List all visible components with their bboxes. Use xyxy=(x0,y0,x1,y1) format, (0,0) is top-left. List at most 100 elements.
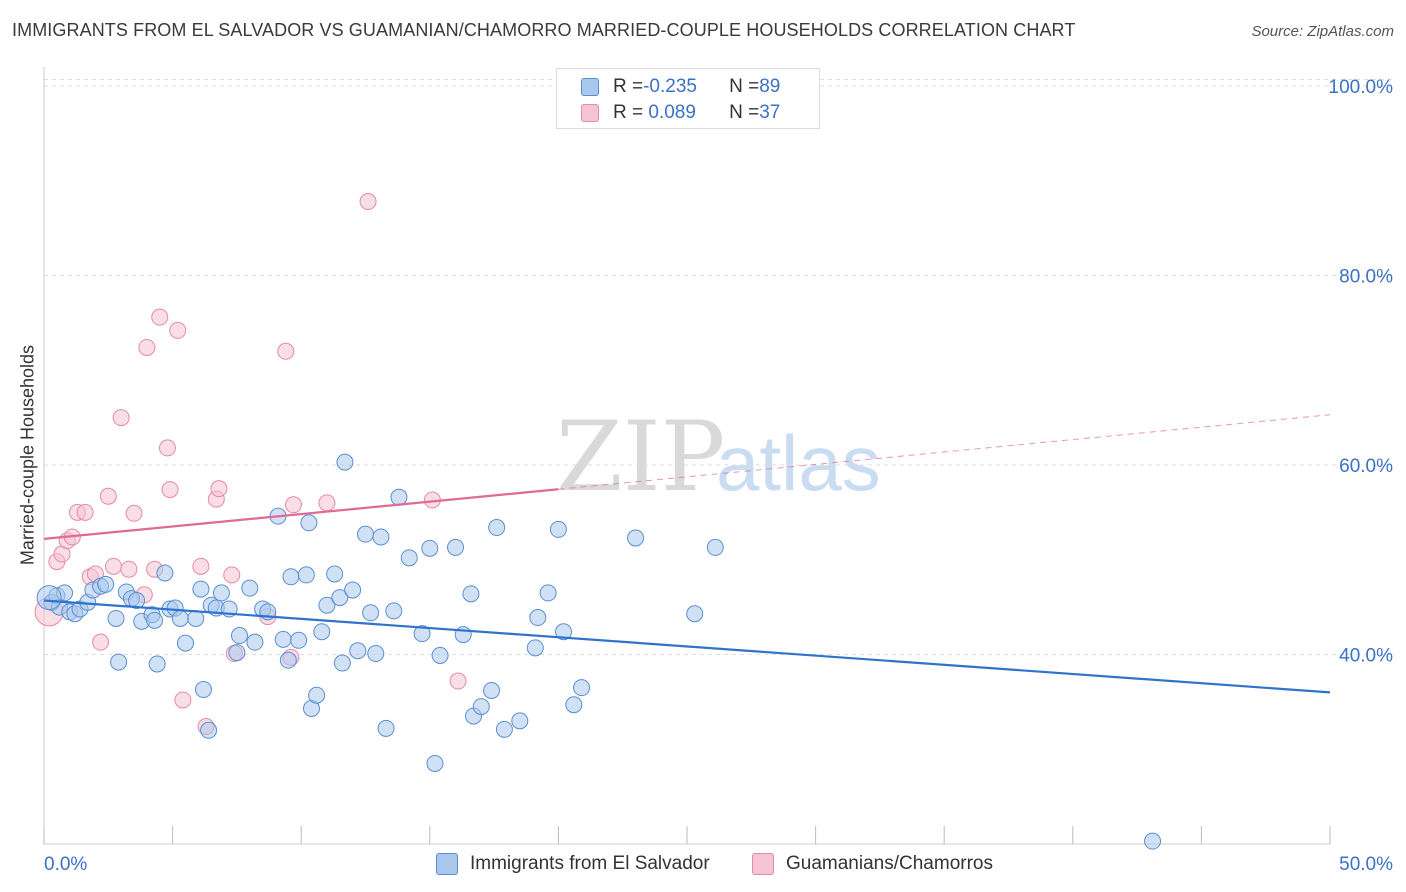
el-salvador-points xyxy=(36,453,1162,850)
watermark-zip: ZIP xyxy=(556,401,725,513)
guamanian-point xyxy=(277,342,295,360)
bottom-legend-el-salvador: Immigrants from El Salvador xyxy=(436,852,710,876)
source-credit: Source: ZipAtlas.com xyxy=(1251,23,1394,40)
x-tick-label: 50.0% xyxy=(1339,854,1393,875)
el-salvador-point xyxy=(426,754,444,772)
blue-swatch-icon xyxy=(581,78,599,96)
watermark-atlas: atlas xyxy=(716,419,881,507)
guamanian-point xyxy=(318,494,336,512)
guamanian-point xyxy=(169,321,187,339)
guamanian-point xyxy=(151,308,169,326)
correlation-legend: R = -0.235 N = 89 R = 0.089 N = 37 xyxy=(556,68,820,129)
legend-n-label: N = xyxy=(729,76,760,97)
el-salvador-point xyxy=(200,721,218,739)
el-salvador-point xyxy=(176,634,194,652)
el-salvador-point xyxy=(627,529,645,547)
el-salvador-point xyxy=(308,686,326,704)
legend-n-value: 37 xyxy=(759,102,781,123)
el-salvador-point xyxy=(400,549,418,567)
axes xyxy=(43,67,1331,845)
el-salvador-point xyxy=(279,651,297,669)
el-salvador-point xyxy=(318,596,336,614)
el-salvador-point xyxy=(212,584,230,602)
el-salvador-point xyxy=(344,581,362,599)
el-salvador-point xyxy=(246,633,264,651)
el-salvador-point xyxy=(333,654,351,672)
gridlines xyxy=(44,78,1394,655)
el-salvador-point xyxy=(372,528,390,546)
el-salvador-point xyxy=(529,609,547,627)
guamanian-point xyxy=(210,480,228,498)
legend-r-value: -0.235 xyxy=(643,76,697,97)
x-tick-label: 0.0% xyxy=(44,854,87,875)
y-tick-label: 60.0% xyxy=(1339,456,1393,477)
guamanian-trend-extension xyxy=(558,414,1331,490)
guamanian-point xyxy=(158,439,176,457)
pink-swatch-icon xyxy=(581,104,599,122)
el-salvador-point xyxy=(187,609,205,627)
guamanian-trend-line xyxy=(43,488,559,540)
el-salvador-point xyxy=(171,609,189,627)
guamanian-points xyxy=(34,193,467,736)
guamanian-point xyxy=(99,487,117,505)
el-salvador-point xyxy=(488,519,506,537)
el-salvador-point xyxy=(549,520,567,538)
guamanian-point xyxy=(174,691,192,709)
guamanian-point xyxy=(449,672,467,690)
guamanian-point xyxy=(104,557,122,575)
el-salvador-point xyxy=(421,539,439,557)
legend-n-value: 89 xyxy=(759,76,781,97)
guamanian-point xyxy=(161,481,179,499)
el-salvador-point xyxy=(706,538,724,556)
el-salvador-point xyxy=(539,584,557,602)
el-salvador-point xyxy=(462,585,480,603)
el-salvador-point xyxy=(148,655,166,673)
guamanian-point xyxy=(223,566,241,584)
blue-swatch-icon xyxy=(436,853,458,875)
el-salvador-point xyxy=(413,625,431,643)
el-salvador-point xyxy=(385,602,403,620)
trend-lines xyxy=(43,414,1331,694)
el-salvador-point xyxy=(97,575,115,593)
el-salvador-point xyxy=(367,645,385,663)
bottom-legend-label: Immigrants from El Salvador xyxy=(470,853,710,874)
watermark: ZIP atlas xyxy=(556,401,881,513)
y-tick-label: 80.0% xyxy=(1339,266,1393,287)
el-salvador-point xyxy=(390,488,408,506)
el-salvador-point xyxy=(300,514,318,532)
el-salvador-point xyxy=(228,644,246,662)
el-salvador-point xyxy=(349,642,367,660)
guamanian-point xyxy=(112,409,130,427)
bottom-legend-guamanian: Guamanians/Chamorros xyxy=(752,852,993,876)
el-salvador-point xyxy=(36,585,62,611)
el-salvador-point xyxy=(107,609,125,627)
y-tick-label: 40.0% xyxy=(1339,645,1393,666)
el-salvador-point xyxy=(156,564,174,582)
legend-row-el-salvador: R = -0.235 N = 89 xyxy=(581,75,780,99)
legend-r-label: R = xyxy=(613,102,644,123)
guamanian-point xyxy=(284,496,302,514)
el-salvador-point xyxy=(526,639,544,657)
el-salvador-point xyxy=(472,698,490,716)
guamanian-point xyxy=(125,504,143,522)
el-salvador-point xyxy=(362,604,380,622)
el-salvador-point xyxy=(447,538,465,556)
el-salvador-point xyxy=(192,580,210,598)
tick-labels: 40.0% 60.0% 80.0% 100.0% 0.0% 50.0% xyxy=(44,77,1393,875)
el-salvador-point xyxy=(357,525,374,543)
el-salvador-point xyxy=(313,623,331,641)
guamanian-point xyxy=(120,560,138,578)
chart-title: IMMIGRANTS FROM EL SALVADOR VS GUAMANIAN… xyxy=(12,20,1076,40)
bottom-legend-label: Guamanians/Chamorros xyxy=(786,853,993,874)
el-salvador-point xyxy=(331,589,349,607)
el-salvador-point xyxy=(274,630,292,648)
legend-r-label: R = xyxy=(613,76,644,97)
el-salvador-point xyxy=(230,627,248,645)
el-salvador-point xyxy=(336,453,354,471)
el-salvador-point xyxy=(326,565,344,583)
el-salvador-point xyxy=(1144,832,1162,850)
legend-row-guamanian: R = 0.089 N = 37 xyxy=(581,101,780,125)
guamanian-point xyxy=(92,633,110,651)
el-salvador-point xyxy=(555,623,573,641)
